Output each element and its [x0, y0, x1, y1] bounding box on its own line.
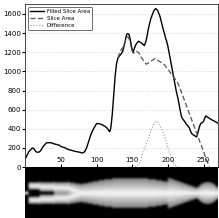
Difference — [140, 156, 143, 159]
Slice Area — [127, 36, 129, 38]
Filled Slice Area — [40, 149, 42, 152]
Line: Filled Slice Area: Filled Slice Area — [26, 9, 218, 158]
Difference — [127, 166, 130, 169]
Slice Area — [197, 137, 200, 140]
Difference — [147, 138, 149, 141]
Line: Slice Area: Slice Area — [118, 37, 209, 167]
Slice Area — [189, 116, 192, 119]
Filled Slice Area — [154, 7, 157, 10]
Filled Slice Area — [52, 142, 55, 145]
Slice Area — [142, 60, 145, 62]
Slice Area — [121, 47, 124, 50]
Filled Slice Area — [90, 133, 92, 136]
Difference — [158, 124, 161, 126]
Filled Slice Area — [157, 12, 160, 14]
Slice Area — [208, 165, 211, 168]
Filled Slice Area — [127, 33, 130, 35]
Slice Area — [172, 75, 174, 77]
Slice Area — [165, 66, 168, 69]
Legend: Filled Slice Area, Slice Area, Difference: Filled Slice Area, Slice Area, Differenc… — [28, 7, 92, 30]
Slice Area — [117, 57, 119, 59]
Difference — [177, 166, 180, 169]
Difference — [155, 120, 158, 123]
Filled Slice Area — [203, 118, 206, 121]
Difference — [167, 147, 169, 149]
Difference — [134, 165, 137, 167]
Difference — [142, 149, 145, 151]
Filled Slice Area — [217, 122, 219, 124]
Line: Difference: Difference — [129, 121, 179, 167]
Filled Slice Area — [25, 156, 27, 159]
